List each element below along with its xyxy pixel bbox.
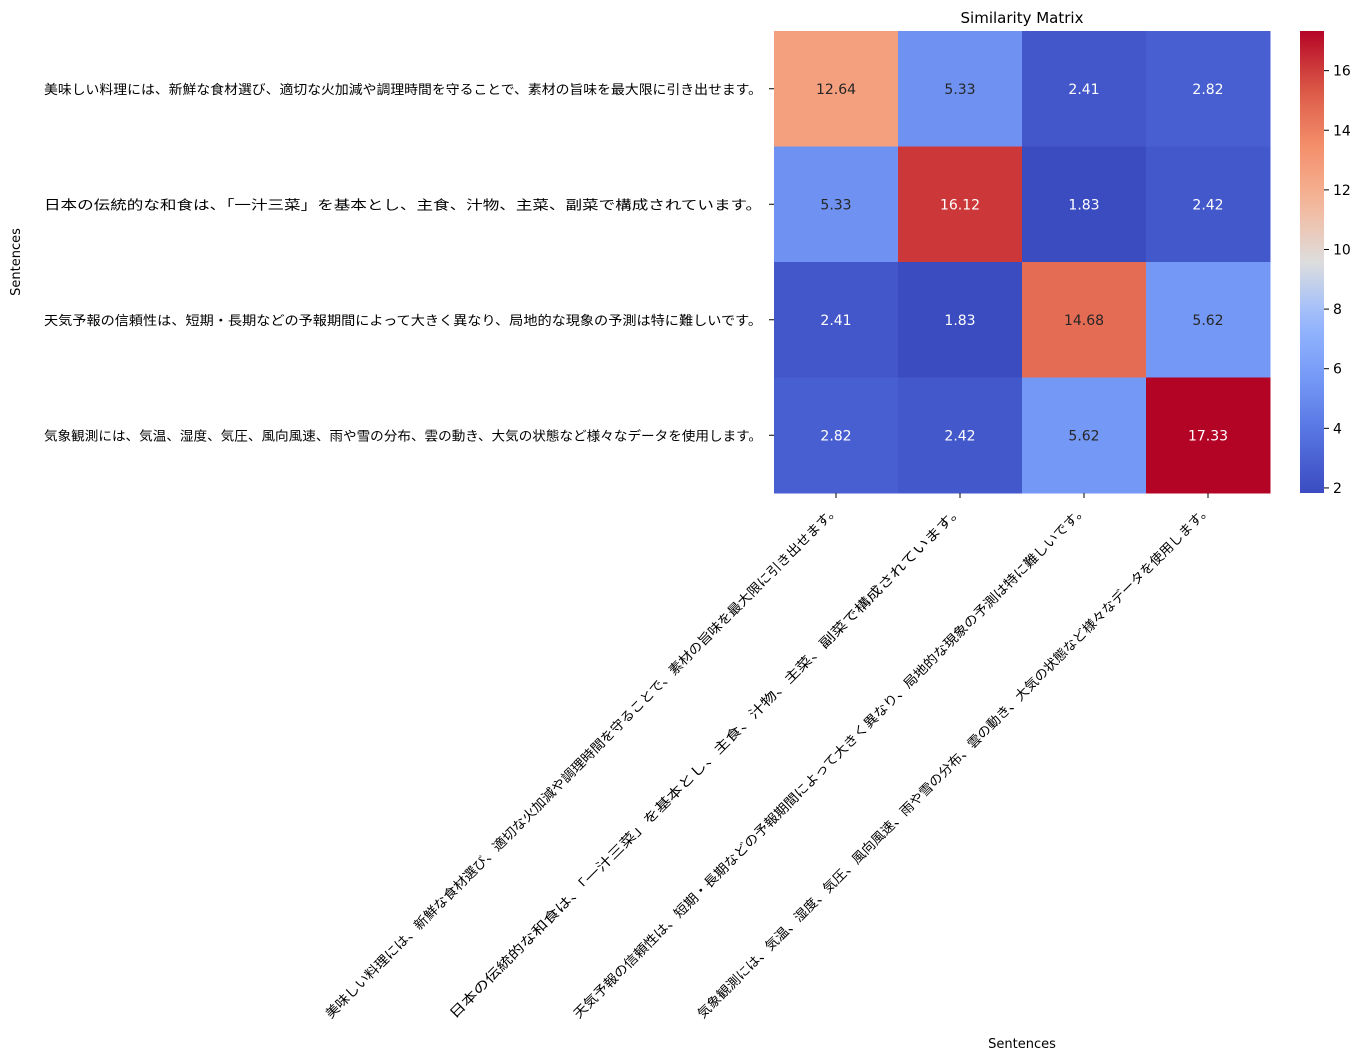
x-tick-label: 天気予報の信頼性は、短期・長期などの予報期間によって大きく異なり、局地的な現象の… <box>570 502 1090 1022</box>
cell-value-label: 5.33 <box>820 197 851 213</box>
heatmap-cell <box>1022 31 1147 147</box>
heatmap-cell <box>898 377 1023 494</box>
heatmap-cells: 12.64 5.33 2.41 2.82 5.33 16.12 1.83 2.42 2.41 1.… <box>774 31 1271 494</box>
x-axis-label: Sentences <box>988 1037 1056 1052</box>
cell-value-label: 2.42 <box>944 428 975 444</box>
cell-value-label: 2.82 <box>1192 82 1223 98</box>
y-tick-label: 日本の伝統的な和食は、「一汁三菜」を基本とし、主食、汁物、主菜、副菜で構成されて… <box>44 197 762 213</box>
colorbar-tick-label: 2 <box>1333 481 1342 497</box>
y-tick-label: 気象観測には、気温、湿度、気圧、風向風速、雨や雪の分布、雲の動き、大気の状態など… <box>44 428 762 444</box>
colorbar-tick-label: 4 <box>1333 421 1342 437</box>
colorbar-tick-label: 12 <box>1333 183 1351 199</box>
heatmap-cell <box>1146 31 1271 147</box>
heatmap-cell <box>1022 146 1147 263</box>
heatmap-cell <box>898 262 1023 378</box>
heatmap-cell <box>774 262 899 378</box>
y-tick-labels: 美味しい料理には、新鮮な食材選び、適切な火加減や調理時間を守ることで、素材の旨味… <box>44 82 774 444</box>
cell-value-label: 5.33 <box>944 82 975 98</box>
heatmap-cell <box>898 31 1023 147</box>
colorbar-tick-label: 16 <box>1333 64 1351 80</box>
cell-value-label: 2.41 <box>1068 82 1099 98</box>
y-axis-label: Sentences <box>9 228 24 296</box>
colorbar-tick-label: 10 <box>1333 242 1351 258</box>
cell-value-label: 5.62 <box>1192 313 1223 329</box>
heatmap-cell <box>1022 377 1147 494</box>
colorbar-tick-label: 8 <box>1333 302 1342 318</box>
heatmap-cell <box>774 377 899 494</box>
heatmap-cell <box>898 146 1023 263</box>
y-tick-label: 天気予報の信頼性は、短期・長期などの予報期間によって大きく異なり、局地的な現象の… <box>44 313 762 329</box>
heatmap-cell <box>1146 262 1271 378</box>
cell-value-label: 16.12 <box>940 197 980 213</box>
chart-title: Similarity Matrix <box>961 9 1084 27</box>
colorbar-tick-label: 6 <box>1333 362 1342 378</box>
heatmap-cell <box>1146 377 1271 494</box>
cell-value-label: 2.41 <box>820 313 851 329</box>
cell-value-label: 1.83 <box>1068 197 1099 213</box>
colorbar-gradient <box>1300 31 1324 493</box>
cell-value-label: 2.42 <box>1192 197 1223 213</box>
cell-value-label: 12.64 <box>816 82 856 98</box>
y-tick-label: 美味しい料理には、新鮮な食材選び、適切な火加減や調理時間を守ることで、素材の旨味… <box>44 82 762 98</box>
cell-value-label: 5.62 <box>1068 428 1099 444</box>
cell-value-label: 2.82 <box>820 428 851 444</box>
x-tick-labels: 美味しい料理には、新鮮な食材選び、適切な火加減や調理時間を守ることで、素材の旨味… <box>322 493 1215 1022</box>
colorbar: 2 4 6 8 10 12 14 16 <box>1300 31 1351 497</box>
cell-value-label: 14.68 <box>1064 313 1104 329</box>
cell-value-label: 17.33 <box>1188 428 1228 444</box>
x-tick-label: 日本の伝統的な和食は、「一汁三菜」を基本とし、主食、汁物、主菜、副菜で構成されて… <box>446 502 966 1022</box>
heatmap-cell <box>774 31 899 147</box>
heatmap-cell <box>774 146 899 263</box>
heatmap-cell <box>1022 262 1147 378</box>
heatmap-cell <box>1146 146 1271 263</box>
cell-value-label: 1.83 <box>944 313 975 329</box>
colorbar-tick-label: 14 <box>1333 123 1351 139</box>
